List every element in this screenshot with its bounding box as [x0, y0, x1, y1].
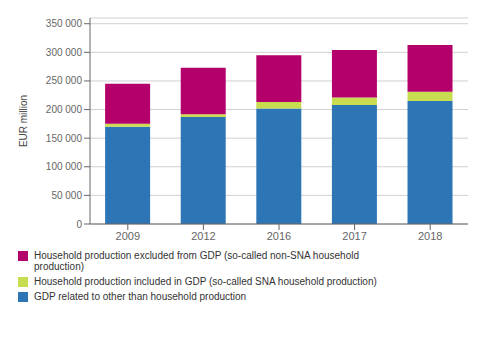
svg-text:100 000: 100 000 — [46, 161, 83, 172]
svg-text:2018: 2018 — [418, 230, 442, 242]
svg-text:2016: 2016 — [267, 230, 291, 242]
svg-text:200 000: 200 000 — [46, 104, 83, 115]
svg-text:50 000: 50 000 — [51, 190, 82, 201]
svg-text:2012: 2012 — [191, 230, 215, 242]
svg-text:250 000: 250 000 — [46, 75, 83, 86]
html-text:Household production excluded: Household production excluded from GDP (… — [34, 250, 359, 261]
html-text:GDP related to other than hous: GDP related to other than household prod… — [34, 291, 247, 302]
svg-text:2009: 2009 — [116, 230, 140, 242]
svg-text:0: 0 — [76, 219, 82, 230]
svg-text:150 000: 150 000 — [46, 133, 83, 144]
html-text:Household production included: Household production included in GDP (so… — [34, 276, 377, 287]
svg-text:300 000: 300 000 — [46, 47, 83, 58]
svg-text:EUR million: EUR million — [18, 95, 29, 147]
html-text:production): production) — [34, 261, 84, 272]
svg-text:350 000: 350 000 — [46, 18, 83, 29]
svg-text:2017: 2017 — [342, 230, 366, 242]
